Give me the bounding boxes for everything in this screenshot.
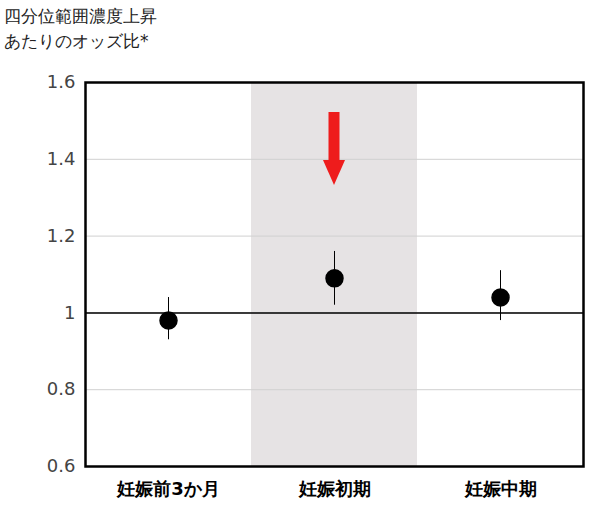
svg-text:1.6: 1.6	[47, 71, 76, 92]
svg-text:0.6: 0.6	[47, 455, 76, 476]
html-text:四分位範囲濃度上昇 あたりのオッズ比*: 四分位範囲濃度上昇 あたりのオッズ比*	[4, 6, 157, 51]
svg-text:1: 1	[64, 302, 75, 323]
svg-text:妊娠前3か月: 妊娠前3か月	[116, 478, 220, 499]
svg-text:0.8: 0.8	[47, 378, 76, 399]
svg-text:1.4: 1.4	[47, 148, 76, 169]
svg-text:妊娠初期: 妊娠初期	[298, 478, 371, 499]
svg-text:妊娠中期: 妊娠中期	[464, 478, 537, 499]
svg-text:1.2: 1.2	[47, 225, 76, 246]
